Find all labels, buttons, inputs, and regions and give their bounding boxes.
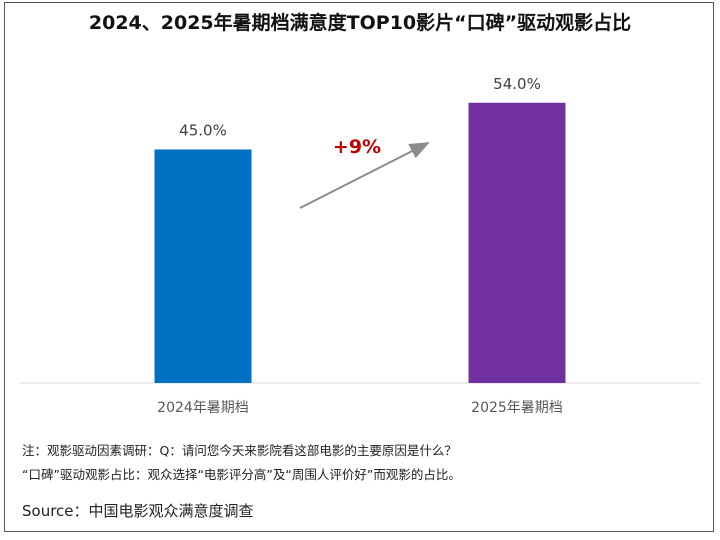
note-line-2: “口碑”驱动观影占比：观众选择“电影评分高”及“周围人评价好”而观影的占比。 bbox=[22, 467, 461, 482]
chart-title: 2024、2025年暑期档满意度TOP10影片“口碑”驱动观影占比 bbox=[88, 12, 632, 34]
source: Source：中国电影观众满意度调查 bbox=[22, 502, 254, 520]
increase-arrow bbox=[299, 142, 430, 209]
data-label: 45.0% bbox=[179, 121, 227, 139]
bar-2 bbox=[468, 102, 566, 383]
chart-frame bbox=[4, 2, 714, 532]
x-tick-label: 2025年暑期档 bbox=[471, 400, 563, 416]
data-label: 54.0% bbox=[493, 75, 541, 93]
note-line-1: 注：观影驱动因素调研：Q：请问您今天来影院看这部电影的主要原因是什么？ bbox=[22, 443, 457, 458]
x-tick-label: 2024年暑期档 bbox=[157, 400, 249, 416]
change-annotation: +9% bbox=[333, 136, 381, 158]
bar-1 bbox=[154, 149, 252, 383]
